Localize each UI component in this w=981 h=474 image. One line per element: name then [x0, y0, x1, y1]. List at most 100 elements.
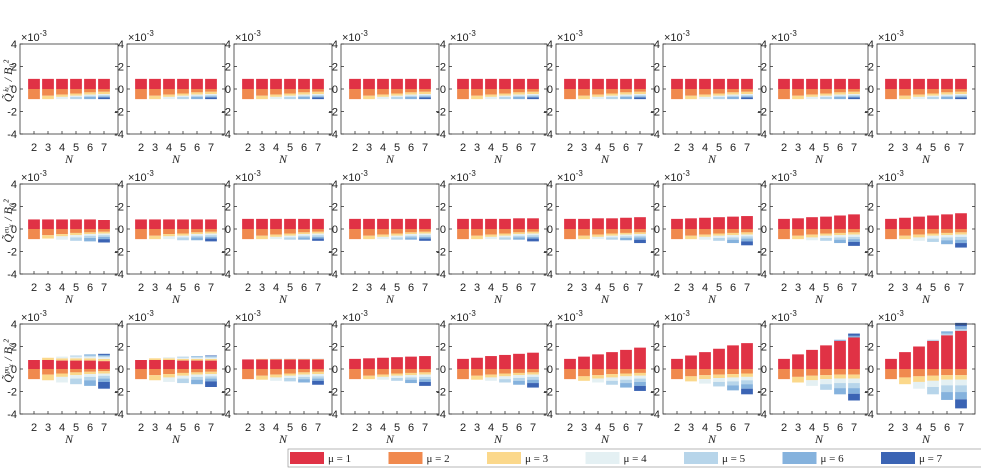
- bar-mu1-N2: [778, 78, 790, 89]
- bar-mu4-N4: [699, 236, 711, 240]
- bar-mu4-N7: [848, 94, 860, 96]
- bar-mu3-N6: [620, 92, 632, 95]
- ytick-label: 2: [11, 342, 17, 354]
- bar-mu3-N6: [941, 375, 953, 380]
- ytick-label: -2: [757, 247, 767, 259]
- bar-mu3-N4: [377, 94, 389, 97]
- bar-mu1-N7: [527, 352, 539, 369]
- bar-mu2-N5: [499, 89, 511, 94]
- legend-label-mu1: μ = 1: [328, 453, 351, 465]
- xtick-label: 5: [502, 422, 508, 434]
- xtick-label: 3: [152, 422, 158, 434]
- bar-mu5-N7: [634, 378, 646, 382]
- bar-mu6-N6: [84, 380, 96, 386]
- ytick-label: 2: [332, 202, 338, 214]
- xtick-label: 5: [823, 422, 829, 434]
- bar-mu3-N7: [634, 372, 646, 376]
- bar-mu6-N7: [848, 239, 860, 242]
- ytick-label: -2: [328, 107, 338, 119]
- bar-mu1-N2: [135, 78, 147, 89]
- bar-mu1-N6: [834, 340, 846, 369]
- xtick-label: 3: [474, 282, 480, 294]
- bar-mu2-N6: [84, 89, 96, 93]
- xtick-label: 3: [902, 282, 908, 294]
- ytick-label: -2: [543, 247, 553, 259]
- bar-mu1-N5: [606, 78, 618, 89]
- bar-top-mu4-N6: [191, 357, 203, 359]
- xtick-label: 7: [315, 422, 321, 434]
- bar-mu1-N7: [312, 218, 324, 229]
- xtick-label: 4: [809, 142, 815, 154]
- ytick-label: -2: [864, 107, 874, 119]
- bar-mu7-N7: [741, 241, 753, 246]
- bar-mu1-N5: [499, 218, 511, 229]
- bar-mu5-N6: [84, 95, 96, 97]
- bar-mu1-N3: [149, 360, 161, 369]
- xtick-label: 7: [958, 142, 964, 154]
- ytick-label: -2: [650, 107, 660, 119]
- xtick-label: 4: [702, 282, 708, 294]
- bar-top-mu4-N4: [270, 358, 282, 359]
- ytick-label: 4: [761, 39, 767, 51]
- bar-mu3-N4: [699, 234, 711, 237]
- xtick-label: 4: [916, 142, 922, 154]
- exponent-power: -3: [40, 309, 48, 318]
- bar-mu1-N5: [70, 78, 82, 89]
- bar-mu1-N7: [741, 216, 753, 229]
- bar-mu1-N4: [270, 359, 282, 369]
- bar-mu4-N4: [485, 96, 497, 100]
- bar-mu2-N7: [741, 89, 753, 92]
- bar-top-mu5-N5: [177, 356, 189, 358]
- bar-mu4-N7: [98, 233, 110, 236]
- bar-mu1-N2: [242, 359, 254, 369]
- ytick-label: -4: [328, 129, 338, 141]
- bar-mu5-N7: [741, 236, 753, 239]
- bar-mu5-N6: [834, 237, 846, 240]
- bar-mu6-N7: [527, 379, 539, 384]
- bar-mu1-N4: [270, 78, 282, 89]
- bar-mu1-N5: [177, 360, 189, 369]
- bar-mu2-N7: [205, 229, 217, 232]
- bar-mu1-N3: [149, 219, 161, 229]
- bar-mu4-N4: [592, 236, 604, 240]
- xtick-label: 3: [688, 422, 694, 434]
- xtick-label: 5: [180, 282, 186, 294]
- bar-mu3-N7: [741, 91, 753, 95]
- bar-top-mu3-N4: [56, 358, 68, 361]
- bar-top-mu3-N6: [298, 358, 310, 360]
- bar-mu2-N4: [270, 89, 282, 95]
- ytick-label: -4: [436, 409, 446, 421]
- bar-mu3-N7: [419, 231, 431, 234]
- bar-mu3-N3: [685, 235, 697, 240]
- bar-mu5-N5: [927, 96, 939, 100]
- ytick-label: 4: [225, 319, 231, 331]
- bar-mu2-N2: [135, 369, 147, 380]
- bar-mu4-N5: [499, 376, 511, 380]
- bar-mu1-N3: [363, 218, 375, 229]
- bar-mu4-N5: [927, 95, 939, 97]
- bar-top-mu3-N4: [163, 358, 175, 360]
- xtick-label: 3: [259, 282, 265, 294]
- bar-mu2-N4: [56, 89, 68, 95]
- bar-mu3-N6: [513, 372, 525, 376]
- bar-mu2-N4: [806, 229, 818, 235]
- bar-mu6-N6: [513, 380, 525, 385]
- ytick-label: -2: [7, 107, 17, 119]
- bar-top-mu3-N4: [270, 358, 282, 360]
- ytick-label: 2: [868, 202, 874, 214]
- bar-mu3-N5: [927, 233, 939, 236]
- bar-mu4-N6: [405, 375, 417, 378]
- bar-mu2-N5: [820, 89, 832, 94]
- bar-mu4-N7: [419, 94, 431, 96]
- bar-mu1-N5: [70, 360, 82, 369]
- bar-mu3-N3: [42, 374, 54, 381]
- bar-mu2-N6: [941, 89, 953, 93]
- xtick-label: 7: [958, 422, 964, 434]
- xtick-label: 4: [59, 142, 65, 154]
- bar-mu3-N5: [606, 93, 618, 96]
